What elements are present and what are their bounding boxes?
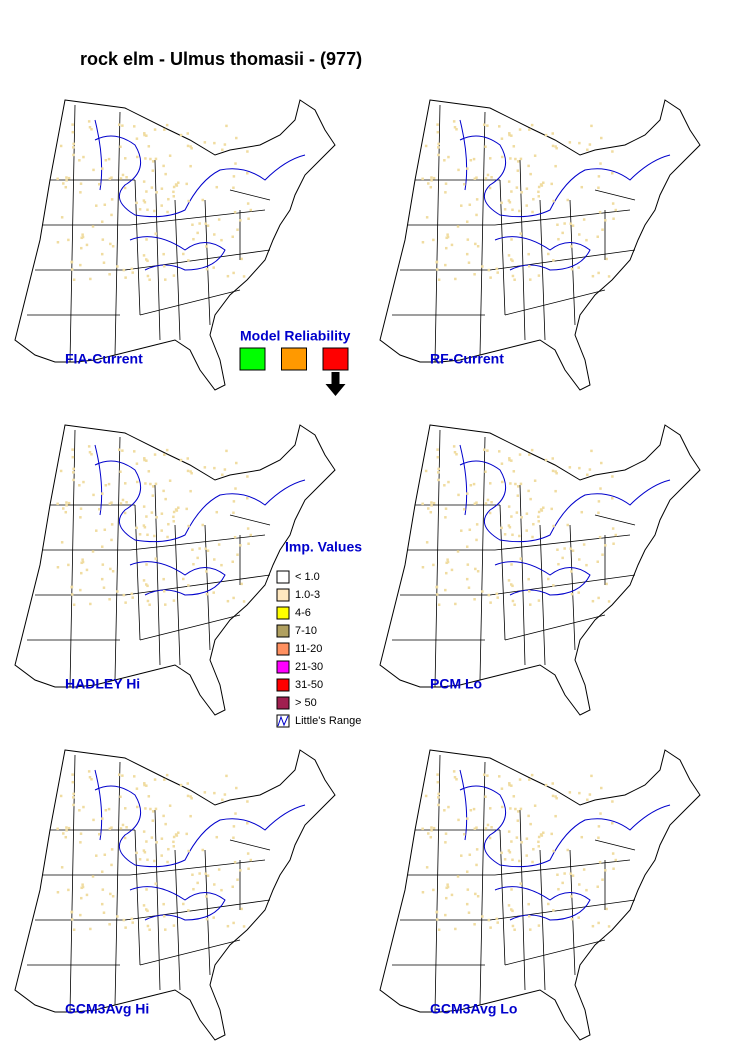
title: rock elm - Ulmus thomasii - (977) [80, 49, 362, 69]
legend-label: Little's Range [295, 715, 361, 727]
legend-label: < 1.0 [295, 571, 320, 583]
legend-label: > 50 [295, 697, 317, 709]
legend-label: 7-10 [295, 625, 317, 637]
legend-label: 4-6 [295, 607, 311, 619]
map [379, 424, 701, 716]
legend-swatch [276, 678, 290, 692]
map-label: GCM3Avg Hi [65, 1001, 149, 1017]
legend-swatch [276, 624, 290, 638]
arrow [325, 372, 346, 396]
reliability-box [322, 347, 349, 371]
map-label: FIA-Current [65, 351, 143, 367]
legend-label: 21-30 [295, 661, 323, 673]
legend-title: Imp. Values [285, 539, 362, 555]
legend-swatch [276, 606, 290, 620]
map-label: GCM3Avg Lo [430, 1001, 517, 1017]
map [14, 99, 336, 391]
reliability-box [281, 347, 307, 371]
legend-swatch [276, 570, 290, 584]
legend-label: 11-20 [295, 643, 322, 655]
map [14, 749, 336, 1041]
map-label: PCM Lo [430, 676, 482, 692]
reliability-title: Model Reliability [240, 328, 351, 344]
map [379, 749, 701, 1041]
legend-swatch [276, 696, 290, 710]
range-icon [277, 715, 289, 727]
legend-swatch [276, 642, 290, 656]
legend-label: 1.0-3 [295, 589, 320, 601]
legend-swatch [276, 588, 290, 602]
reliability-box [239, 347, 266, 371]
legend-label: 31-50 [295, 679, 323, 691]
map [379, 99, 701, 391]
map-label: HADLEY Hi [65, 676, 140, 692]
legend-swatch [276, 660, 290, 674]
map-label: RF-Current [430, 351, 504, 367]
